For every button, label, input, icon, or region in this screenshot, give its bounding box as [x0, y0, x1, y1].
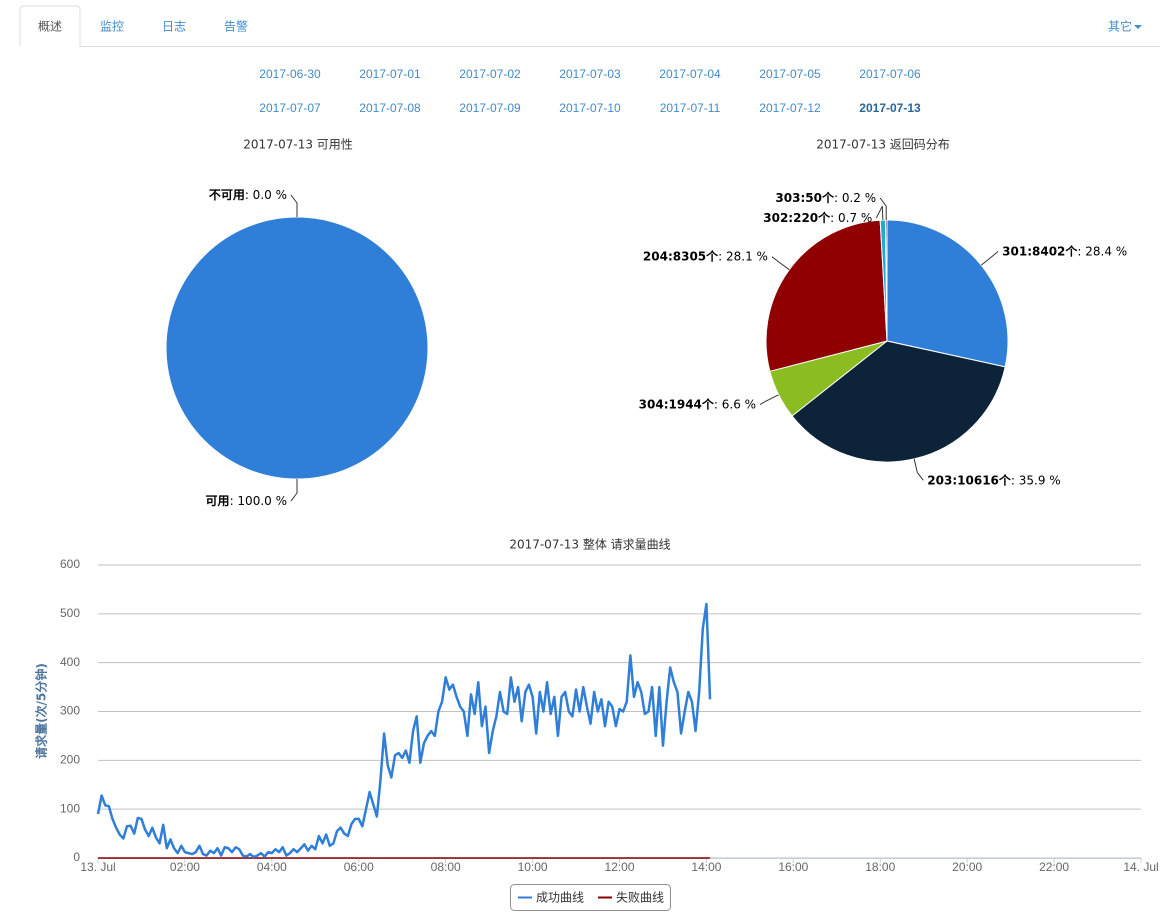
y-tick-label: 100: [60, 801, 80, 815]
pie-slice: [886, 219, 1009, 368]
pie-label: 204:8305个: 28.1 %: [643, 248, 768, 263]
date-link[interactable]: 2017-07-11: [660, 101, 721, 115]
menu[interactable]: 其它: [1108, 19, 1132, 34]
caret: [1134, 25, 1142, 29]
date-link[interactable]: 2017-07-05: [759, 67, 821, 81]
x-tick-label: 18:00: [865, 860, 895, 874]
pie-slice: [884, 219, 888, 342]
chart-title: 2017-07-13 整体 请求量曲线: [509, 537, 670, 552]
slice-name: 301:8402个: [1002, 243, 1078, 258]
tab[interactable]: 日志: [162, 20, 186, 34]
x-tick-label: 22:00: [1039, 860, 1069, 874]
pie-label: 203:10616个: 35.9 %: [927, 472, 1060, 487]
slice-name: 203:10616个: [927, 472, 1012, 487]
pie-label: 301:8402个: 28.4 %: [1002, 243, 1127, 258]
date-link[interactable]: 2017-07-04: [659, 67, 721, 81]
date-link[interactable]: 2017-07-08: [359, 101, 421, 115]
x-tick-label: 16:00: [778, 860, 808, 874]
active-tab: [19, 5, 81, 47]
x-tick-label: 13. Jul: [80, 860, 115, 874]
slice-name: 可用: [206, 494, 230, 508]
x-tick-label: 20:00: [952, 860, 982, 874]
y-tick-label: 600: [60, 557, 80, 571]
label-connector: [290, 194, 298, 217]
slice-value: : 0.7 %: [830, 211, 872, 225]
x-tick-label: 12:00: [604, 860, 634, 874]
y-tick-label: 300: [60, 704, 80, 718]
date-link[interactable]: 2017-07-06: [859, 67, 921, 81]
y-tick-label: 0: [73, 850, 80, 864]
x-tick-label: 08:00: [431, 860, 461, 874]
date-link[interactable]: 2017-06-30: [259, 67, 321, 81]
x-tick-label: 04:00: [257, 860, 287, 874]
tab[interactable]: 告警: [224, 19, 248, 34]
x-tick-label: 14:00: [691, 860, 721, 874]
y-tick-label: 500: [60, 606, 80, 620]
date-link[interactable]: 2017-07-03: [559, 67, 621, 81]
slice-name: 304:1944个: [639, 396, 715, 411]
x-tick-label: 14. Jul: [1123, 860, 1158, 874]
slice-value: : 6.6 %: [714, 397, 756, 411]
x-tick-label: 06:00: [344, 860, 374, 874]
slice-value: : 28.1 %: [718, 249, 768, 263]
series-line: [96, 602, 712, 859]
date-link[interactable]: 2017-07-13: [859, 101, 921, 115]
label-connector: [759, 394, 779, 406]
pie-slice: [165, 216, 429, 480]
label-connector: [879, 197, 887, 221]
legend-label[interactable]: 失败曲线: [616, 890, 664, 905]
slice-value: : 35.9 %: [1011, 473, 1061, 487]
slice-value: : 28.4 %: [1077, 244, 1127, 258]
legend-label[interactable]: 成功曲线: [536, 891, 584, 905]
tab[interactable]: 概述: [38, 20, 62, 34]
slice-name: 303:50个: [775, 190, 835, 205]
pie-slice: [791, 340, 1006, 463]
y-tick-label: 200: [60, 753, 80, 767]
pie-label: 可用: 100.0 %: [206, 494, 287, 508]
date-link[interactable]: 2017-07-01: [359, 67, 421, 81]
date-link[interactable]: 2017-07-07: [259, 101, 321, 115]
date-link[interactable]: 2017-07-09: [459, 101, 521, 115]
y-tick-label: 400: [60, 655, 80, 669]
label-connector: [913, 458, 924, 481]
tab[interactable]: 监控: [100, 20, 124, 34]
date-link[interactable]: 2017-07-12: [759, 101, 821, 115]
pie-label: 302:220个: 0.7 %: [763, 210, 872, 225]
date-link[interactable]: 2017-07-02: [459, 67, 521, 81]
chart-title: 2017-07-13 可用性: [243, 138, 353, 152]
date-link[interactable]: 2017-07-10: [559, 101, 621, 115]
x-tick-label: 02:00: [170, 860, 200, 874]
label-connector: [980, 250, 999, 266]
slice-name: 不可用: [209, 188, 245, 202]
x-tick-label: 10:00: [518, 860, 548, 874]
slice-name: 302:220个: [763, 210, 831, 225]
label-connector: [290, 479, 298, 502]
chart-title: 2017-07-13 返回码分布: [816, 138, 950, 152]
legend-box: [510, 884, 671, 911]
slice-value: : 0.0 %: [245, 188, 287, 202]
label-connector: [875, 205, 884, 221]
pie-label: 303:50个: 0.2 %: [775, 190, 876, 205]
pie-label: 304:1944个: 6.6 %: [639, 396, 756, 411]
label-connector: [771, 256, 790, 271]
slice-name: 204:8305个: [643, 248, 719, 263]
pie-slice: [765, 219, 888, 372]
slice-value: : 0.2 %: [834, 191, 876, 205]
y-axis-title: 请求量(次/5分钟): [34, 663, 49, 759]
pie-label: 不可用: 0.0 %: [209, 188, 287, 202]
slice-value: : 100.0 %: [230, 494, 287, 508]
